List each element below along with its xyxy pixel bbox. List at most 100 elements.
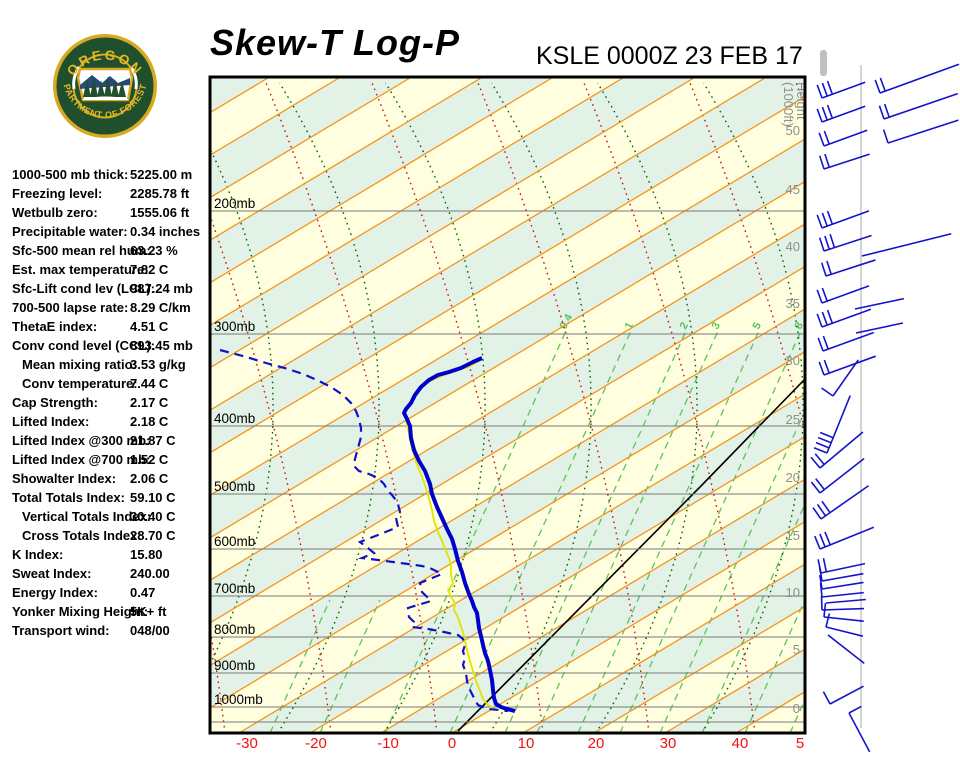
wind-barb bbox=[818, 355, 876, 376]
stat-row: Sfc-500 mean rel hum: 63.23 % bbox=[0, 243, 208, 262]
stat-label: Precipitable water: bbox=[12, 224, 128, 239]
stat-label: 700-500 lapse rate: bbox=[12, 300, 129, 315]
isotherm-line bbox=[309, 435, 805, 733]
stat-label: Sfc-500 mean rel hum: bbox=[12, 243, 151, 258]
stat-label: Yonker Mixing Height: bbox=[12, 604, 149, 619]
dry-adiabat-line bbox=[795, 82, 805, 108]
barb-staff bbox=[832, 359, 859, 397]
wind-barb bbox=[816, 210, 870, 229]
wind-barb bbox=[816, 104, 866, 123]
barb-feather bbox=[879, 77, 886, 92]
stat-value: 0.47 bbox=[130, 585, 156, 600]
stat-row: Sfc-Lift cond lev (LCL): 987.24 mb bbox=[0, 281, 208, 300]
logo-right-crescent bbox=[129, 66, 138, 90]
barb-feather bbox=[821, 287, 828, 302]
temp-axis-label: 30 bbox=[660, 735, 677, 752]
barb-staff bbox=[821, 210, 870, 229]
temp-band bbox=[210, 309, 805, 708]
mixing-ratio-line bbox=[789, 698, 805, 733]
wind-barb bbox=[854, 297, 905, 310]
stat-row: ThetaE index: 4.51 C bbox=[0, 319, 208, 338]
wind-barb bbox=[817, 331, 875, 352]
barb-feather bbox=[826, 260, 832, 275]
height-label: 50 bbox=[786, 123, 800, 138]
height-label: 5 bbox=[793, 642, 800, 657]
barb-feather bbox=[818, 361, 825, 376]
stat-label: Vertical Totals Index: bbox=[22, 509, 152, 524]
stat-row: K Index: 15.80 bbox=[0, 547, 208, 566]
isotherm-line bbox=[522, 563, 805, 733]
barb-staff bbox=[823, 129, 868, 147]
barb-feather bbox=[815, 441, 830, 449]
mixing-ratio-line bbox=[269, 599, 331, 733]
height-label: 30 bbox=[786, 353, 800, 368]
stat-label: Cross Totals Index: bbox=[22, 528, 142, 543]
pressure-label: 400mb bbox=[214, 411, 255, 426]
stat-value: 63.23 % bbox=[130, 243, 178, 258]
wind-barb bbox=[818, 153, 870, 170]
isotherm-line bbox=[210, 77, 696, 369]
barb-feather bbox=[826, 210, 834, 225]
stat-label: Conv temperature: bbox=[22, 376, 138, 391]
stat-row: Freezing level: 2285.78 ft bbox=[0, 186, 208, 205]
pressure-label: 600mb bbox=[214, 534, 255, 549]
stat-row: Showalter Index: 2.06 C bbox=[0, 471, 208, 490]
isotherm-line bbox=[593, 605, 805, 733]
barb-feather bbox=[819, 533, 826, 548]
barb-feather bbox=[826, 104, 834, 119]
mixing-ratio-label: 1 bbox=[623, 320, 636, 331]
stat-row: Yonker Mixing Height: 5K+ ft bbox=[0, 604, 208, 623]
wind-barb bbox=[820, 259, 876, 277]
stat-row: Mean mixing ratio: 3.53 g/kg bbox=[0, 357, 208, 376]
height-label: 20 bbox=[786, 470, 800, 485]
isotherm-line bbox=[210, 77, 412, 199]
barb-staff bbox=[821, 81, 866, 99]
temp-band bbox=[210, 351, 805, 733]
stat-value: 30.40 C bbox=[130, 509, 176, 524]
barb-feather bbox=[818, 132, 825, 147]
stat-row: Lifted Index @300 mb: 21.87 C bbox=[0, 433, 208, 452]
barb-feather bbox=[878, 105, 885, 120]
stat-row: 1000-500 mb thick: 5225.00 m bbox=[0, 167, 208, 186]
dry-adiabat-line bbox=[583, 82, 756, 733]
stat-row: Wetbulb zero: 1555.06 ft bbox=[0, 205, 208, 224]
temp-band bbox=[210, 266, 805, 666]
wind-barb bbox=[810, 457, 865, 494]
stat-value: 5225.00 m bbox=[130, 167, 193, 182]
stat-value: 048/00 bbox=[130, 623, 170, 638]
isotherm-line bbox=[210, 350, 805, 709]
logo-trees bbox=[83, 76, 126, 97]
barb-staff bbox=[848, 712, 871, 753]
isotherm-line bbox=[238, 393, 805, 733]
barb-feather bbox=[822, 557, 828, 573]
barb-staff bbox=[821, 607, 865, 611]
mixing-ratio-line bbox=[449, 331, 632, 733]
stat-value: 2.17 C bbox=[130, 395, 169, 410]
stat-value: 987.24 mb bbox=[130, 281, 193, 296]
wind-barb bbox=[820, 595, 865, 611]
barb-feather bbox=[823, 359, 830, 374]
odf-logo: OREGON DEPARTMENT OF FORESTRY bbox=[48, 25, 158, 144]
wind-barb bbox=[861, 232, 952, 257]
temp-band bbox=[210, 77, 805, 453]
barb-staff bbox=[819, 526, 875, 550]
stat-value: 21.87 C bbox=[130, 433, 176, 448]
dry-adiabat-line bbox=[477, 82, 650, 733]
barb-feather bbox=[821, 387, 834, 397]
temp-band bbox=[210, 181, 805, 581]
barb-staff bbox=[883, 92, 959, 120]
barb-feather bbox=[818, 237, 825, 252]
barb-feather bbox=[816, 503, 827, 517]
barb-feather bbox=[826, 309, 834, 324]
pressure-label: 700mb bbox=[214, 581, 255, 596]
temp-band bbox=[210, 96, 805, 496]
height-label: 40 bbox=[786, 239, 800, 254]
mixing-ratio-line bbox=[577, 331, 760, 733]
stat-label: Lifted Index @300 mb: bbox=[12, 433, 151, 448]
stat-label: Mean mixing ratio: bbox=[22, 357, 137, 372]
pressure-label: 300mb bbox=[214, 319, 255, 334]
dry-adiabat-line bbox=[371, 82, 544, 733]
isotherm-line bbox=[210, 77, 767, 412]
temp-axis-label: -20 bbox=[305, 735, 327, 752]
